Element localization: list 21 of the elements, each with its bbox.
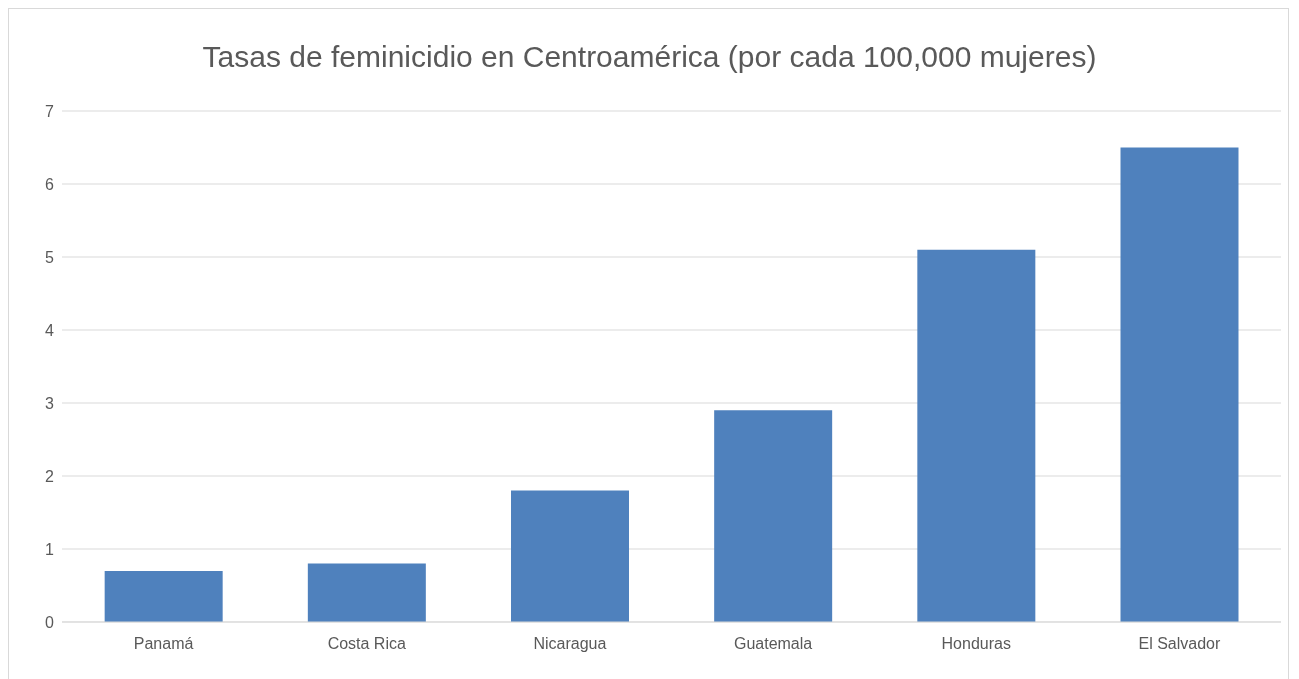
y-tick-label: 1 — [45, 540, 55, 558]
chart-title: Tasas de feminicidio en Centroamérica (por cada 100,000 mujeres) — [201, 40, 1098, 74]
bar — [1120, 147, 1239, 622]
bar — [714, 410, 833, 622]
y-tick-label: 0 — [45, 613, 55, 631]
bar — [917, 249, 1036, 622]
y-tick-label: 3 — [45, 394, 55, 412]
y-tick-label: 7 — [45, 102, 55, 120]
x-tick-label: Nicaragua — [533, 635, 607, 653]
y-tick-label: 2 — [45, 467, 55, 485]
x-tick-label: Costa Rica — [327, 635, 406, 653]
x-tick-label: Honduras — [941, 635, 1011, 653]
x-tick-label: Guatemala — [733, 635, 813, 653]
y-tick-label: 5 — [45, 248, 55, 266]
y-tick-label: 6 — [45, 175, 55, 193]
x-tick-label: Panamá — [133, 635, 194, 653]
bar — [104, 570, 223, 622]
bar — [307, 563, 426, 622]
y-tick-label: 4 — [45, 321, 55, 339]
x-tick-label: El Salvador — [1138, 635, 1221, 653]
bar — [511, 490, 629, 622]
